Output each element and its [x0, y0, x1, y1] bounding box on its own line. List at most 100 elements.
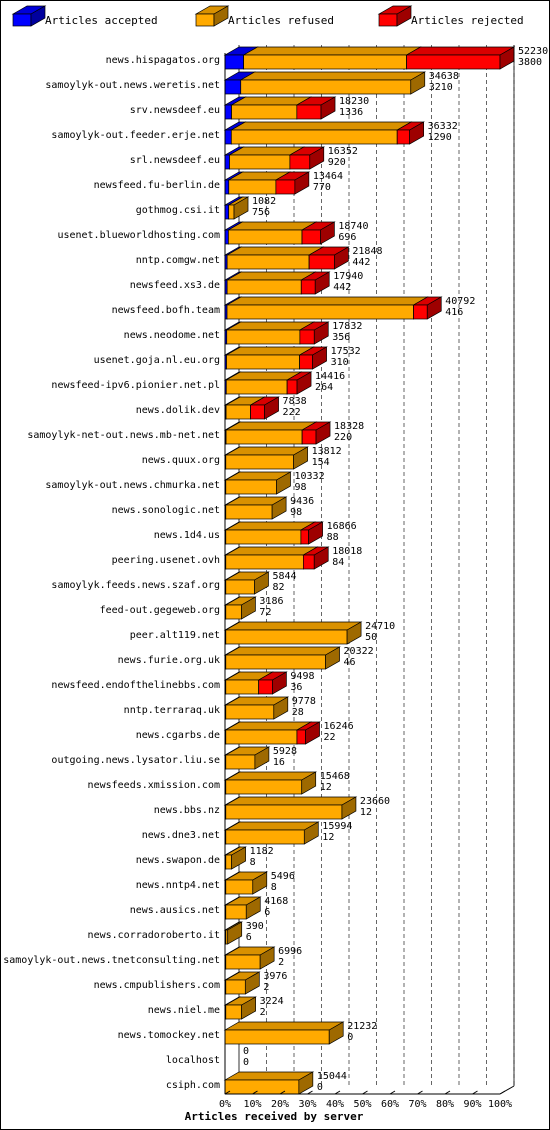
bar-segment-refused	[224, 921, 244, 945]
legend-swatch-1-front	[12, 13, 32, 27]
bar-segment-rejected	[298, 321, 330, 345]
bar-segment-rejected-front	[275, 179, 296, 195]
bar-segment-refused-top	[224, 621, 363, 631]
legend-swatch-1	[11, 5, 47, 27]
bar-segment-refused-top	[225, 246, 325, 256]
value-label-bottom: 2	[260, 1007, 266, 1018]
x-axis-label: Articles received by server	[185, 1110, 364, 1123]
x-tick-mark	[362, 1090, 368, 1095]
bar-segment-refused-side	[227, 921, 243, 945]
value-label-bottom: 0	[347, 1032, 353, 1043]
server-label: newsfeed.bofh.team	[112, 305, 220, 316]
bar-segment-refused-front	[228, 204, 235, 220]
bar-segment-refused	[224, 946, 276, 970]
x-tick-label: 100%	[488, 1099, 512, 1110]
value-label-bottom: 356	[332, 332, 350, 343]
x-tick-mark	[252, 1090, 258, 1095]
x-tick-label: 70%	[408, 1099, 426, 1110]
bar-segment-refused-top	[239, 71, 427, 81]
bar-segment-refused-front	[224, 1029, 330, 1045]
bar-segment-rejected-side	[264, 396, 279, 420]
value-label-bottom: 154	[312, 457, 330, 468]
bar-segment-refused	[224, 896, 262, 920]
bar-segment-refused-side	[254, 746, 270, 770]
server-label: newsfeed-ipv6.pionier.net.pl	[51, 380, 220, 391]
value-label-bottom: 220	[334, 432, 352, 443]
x-tick-label: 30%	[298, 1099, 316, 1110]
value-label-bottom: 22	[324, 732, 336, 743]
server-label: localhost	[166, 1055, 220, 1066]
bar-segment-accepted-front	[224, 79, 242, 95]
x-tick-label: 20%	[271, 1099, 289, 1110]
bar-segment-refused-front	[225, 804, 343, 820]
bar-segment-accepted-front	[224, 229, 229, 245]
value-label-top: 18328	[334, 421, 364, 432]
server-label: samoylyk-out.news.weretis.net	[45, 80, 220, 91]
value-label-bottom: 8	[271, 882, 277, 893]
bar-segment-rejected-front	[301, 429, 317, 445]
bar-segment-refused-top	[230, 121, 413, 131]
value-label-bottom: 920	[328, 157, 346, 168]
server-label: srl.newsdeef.eu	[130, 155, 220, 166]
bar-segment-refused-front	[231, 104, 298, 120]
bar-segment-rejected	[298, 346, 328, 370]
bar-segment-accepted-front	[224, 104, 232, 120]
bar-segment-refused-top	[223, 1071, 315, 1081]
value-label-top: 14416	[315, 371, 345, 382]
server-label: news.corradoroberto.it	[88, 930, 220, 941]
value-label-bottom: 84	[332, 557, 344, 568]
value-label-top: 15044	[317, 1071, 347, 1082]
bar-segment-accepted-front	[224, 179, 230, 195]
bar-segment-rejected-side	[305, 721, 320, 745]
bar-segment-refused-side	[271, 496, 287, 520]
server-label: newsfeed.fu-berlin.de	[94, 180, 220, 191]
bar-segment-refused-front	[226, 254, 310, 270]
server-row: localhost 00	[166, 1046, 249, 1068]
value-label-bottom: 72	[259, 607, 271, 618]
value-label-top: 21848	[352, 246, 382, 257]
bar-segment-accepted-front	[224, 154, 230, 170]
bar-segment-refused-top	[225, 346, 315, 356]
bar-segment-refused	[242, 46, 422, 70]
value-label-bottom: 3210	[429, 82, 453, 93]
legend-swatch-2-front	[195, 13, 215, 27]
legend-label-1: Articles accepted	[45, 14, 158, 27]
bar-segment-rejected	[299, 521, 324, 545]
x-tick-label: 10%	[243, 1099, 261, 1110]
x-tick-mark	[334, 1090, 341, 1095]
value-label-bottom: 12	[322, 832, 334, 843]
value-label-top: 0	[243, 1046, 249, 1057]
bar-segment-refused-front	[226, 329, 301, 345]
server-label: samoylyk-net-out.news.mb-net.net	[27, 430, 220, 441]
bar-segment-refused-front	[225, 579, 255, 595]
value-label-bottom: 82	[272, 582, 284, 593]
value-label-top: 4168	[264, 896, 288, 907]
bar-segment-refused	[225, 296, 429, 320]
bar-segment-refused-front	[225, 654, 326, 670]
value-label-bottom: 696	[338, 232, 356, 243]
x-tick-mark	[499, 1090, 506, 1095]
value-label-top: 3224	[260, 996, 284, 1007]
bar-segment-refused-top	[225, 296, 429, 306]
value-label-top: 18740	[338, 221, 368, 232]
x-tick-mark	[472, 1090, 478, 1095]
x-tick-mark	[307, 1090, 313, 1095]
value-label-top: 1082	[252, 196, 276, 207]
bar-segment-refused-top	[225, 321, 316, 331]
bar-segment-refused	[224, 696, 290, 720]
server-label: news.neodome.net	[124, 330, 220, 341]
bar-segment-refused-front	[225, 854, 232, 870]
